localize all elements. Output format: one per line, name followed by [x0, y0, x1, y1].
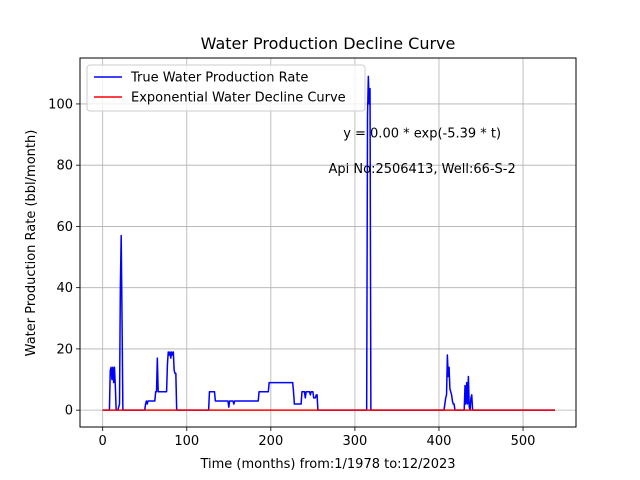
x-tick-label: 0	[99, 434, 107, 449]
legend-label: True Water Production Rate	[130, 71, 308, 86]
series-line	[102, 75, 555, 411]
y-tick-label: 100	[48, 97, 73, 112]
legend-label: Exponential Water Decline Curve	[131, 91, 346, 106]
y-tick-label: 60	[56, 220, 73, 235]
axes-frame	[79, 57, 577, 428]
ticks: 0 100 200 300 400 500 0 20 40 60 80 100	[48, 97, 535, 449]
annotations: y = 0.00 * exp(-5.39 * t) Api No:2506413,…	[329, 127, 516, 177]
legend: True Water Production Rate Exponential Wa…	[86, 64, 366, 112]
y-tick-label: 20	[56, 342, 73, 357]
y-tick-label: 0	[65, 404, 73, 419]
annotation-text: Api No:2506413, Well:66-S-2	[329, 162, 516, 177]
x-tick-label: 100	[174, 434, 199, 449]
x-tick-label: 400	[427, 434, 452, 449]
y-axis-label: Water Production Rate (bbl/month)	[24, 130, 39, 357]
x-tick-label: 500	[511, 434, 536, 449]
plot-area	[102, 75, 555, 411]
chart-title: Water Production Decline Curve	[201, 34, 456, 53]
y-tick-label: 80	[56, 159, 73, 174]
grid	[80, 58, 576, 427]
legend-box	[86, 64, 366, 112]
x-axis-label: Time (months) from:1/1978 to:12/2023	[199, 457, 455, 472]
x-tick-label: 300	[342, 434, 367, 449]
x-tick-label: 200	[258, 434, 283, 449]
y-tick-label: 40	[56, 281, 73, 296]
annotation-text: y = 0.00 * exp(-5.39 * t)	[343, 127, 501, 142]
